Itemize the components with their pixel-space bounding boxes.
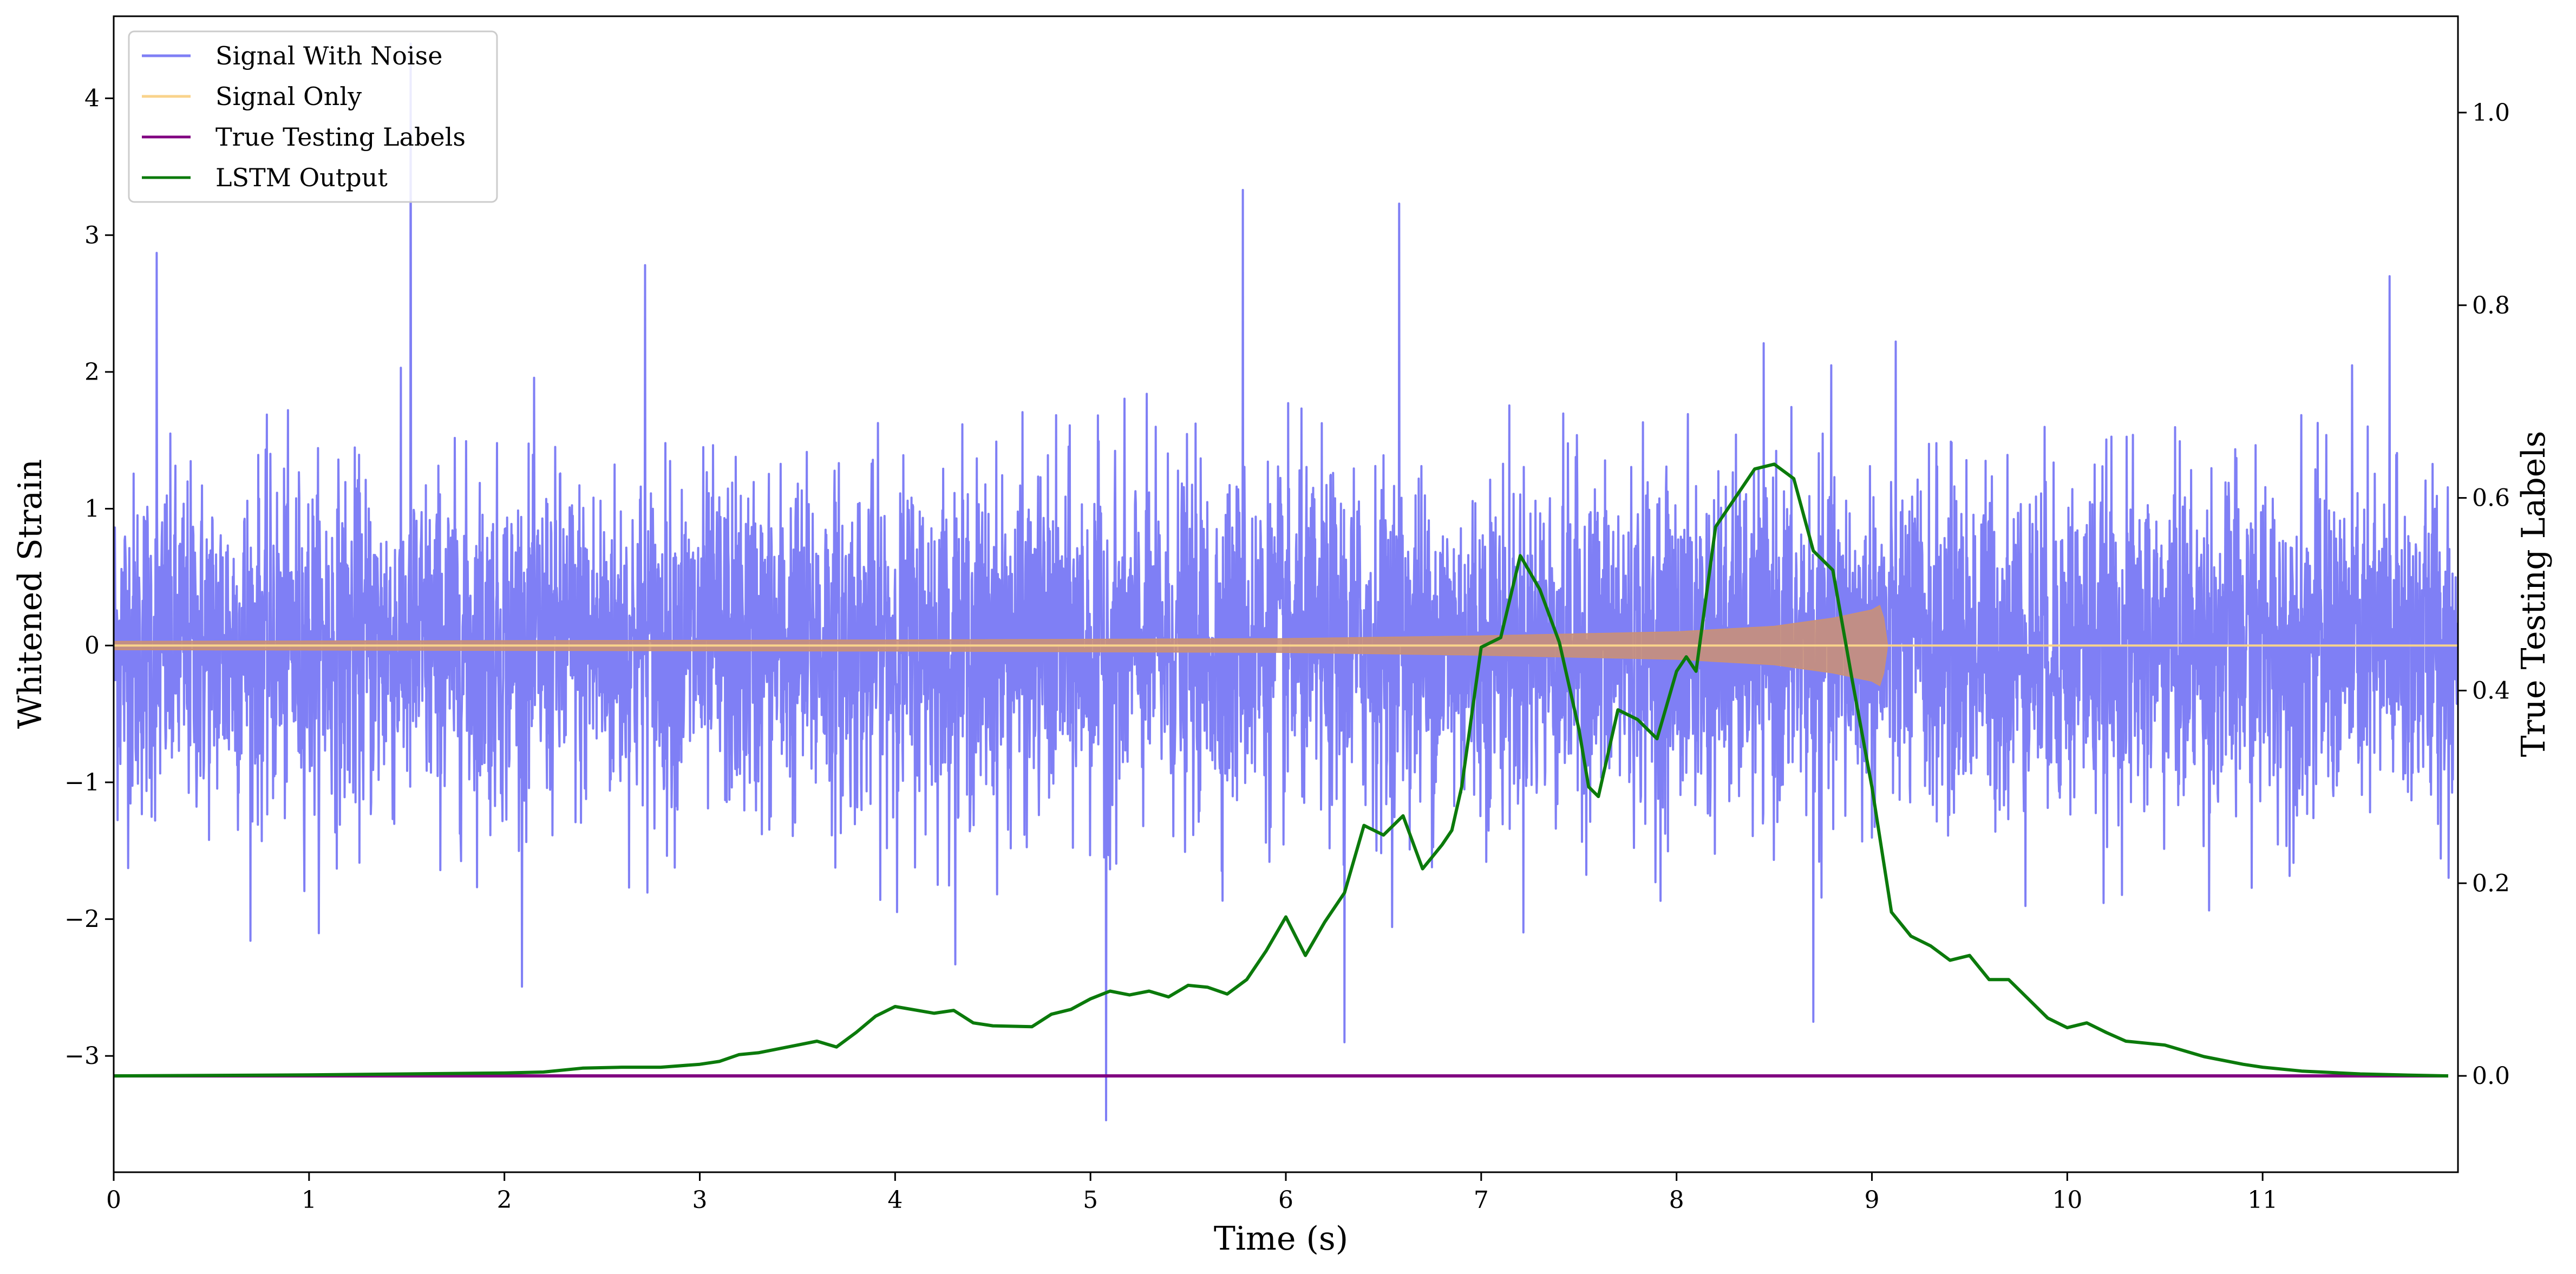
left-tick-label: 4 (84, 85, 100, 113)
left-tick-label: −1 (64, 769, 100, 796)
x-tick-label: 3 (692, 1186, 708, 1214)
left-tick-label: −3 (64, 1042, 100, 1070)
series-signal-with-noise (114, 42, 2458, 1121)
x-tick-label: 5 (1083, 1186, 1098, 1214)
series-lstm-output (114, 462, 2449, 1078)
right-tick-label: 1.0 (2472, 99, 2510, 127)
x-tick-label: 2 (497, 1186, 512, 1214)
x-axis-title: Time (s) (1214, 1220, 1348, 1258)
left-axis-ticks: −3 −2 −1 0 1 2 3 4 (64, 85, 114, 1070)
right-tick-label: 0.0 (2472, 1062, 2510, 1090)
right-axis-ticks: 0.0 0.2 0.4 0.6 0.8 1.0 (2458, 99, 2510, 1090)
right-tick-label: 0.6 (2472, 485, 2510, 512)
x-tick-label: 0 (106, 1186, 121, 1214)
x-tick-label: 8 (1669, 1186, 1684, 1214)
left-axis-title: Whitened Strain (11, 459, 49, 729)
x-tick-label: 6 (1278, 1186, 1293, 1214)
x-tick-label: 7 (1474, 1186, 1489, 1214)
x-tick-label: 9 (1865, 1186, 1880, 1214)
x-axis-ticks: 0 1 2 3 4 5 6 7 8 9 10 11 (106, 1172, 2278, 1214)
legend-label-lstm-output: LSTM Output (215, 163, 388, 192)
left-tick-label: 0 (84, 632, 100, 659)
legend-entry-signal-only: Signal Only (142, 82, 362, 111)
legend-entry-lstm-output: LSTM Output (142, 163, 388, 192)
x-tick-label: 4 (887, 1186, 903, 1214)
x-tick-label: 11 (2247, 1186, 2278, 1214)
legend-label-signal-with-noise: Signal With Noise (215, 41, 442, 70)
legend-label-true-testing-labels: True Testing Labels (215, 122, 466, 152)
right-axis-title: True Testing Labels (2515, 431, 2553, 757)
lstm-output-line (114, 462, 2449, 1078)
series-signal-only (114, 605, 2458, 687)
legend-box (128, 30, 498, 203)
right-tick-label: 0.4 (2472, 677, 2510, 704)
left-tick-label: −2 (64, 906, 100, 933)
right-tick-label: 0.8 (2472, 292, 2510, 319)
x-tick-label: 10 (2052, 1186, 2082, 1214)
left-tick-label: 1 (84, 495, 100, 523)
x-tick-label: 1 (302, 1186, 317, 1214)
legend-entry-signal-with-noise: Signal With Noise (142, 41, 442, 70)
left-tick-label: 3 (84, 221, 100, 249)
legend: Signal With Noise Signal Only True Testi… (128, 30, 498, 203)
signal-with-noise-line (114, 42, 2458, 1121)
left-tick-label: 2 (84, 358, 100, 386)
right-tick-label: 0.2 (2472, 870, 2510, 897)
legend-label-signal-only: Signal Only (215, 82, 362, 111)
legend-entry-true-testing-labels: True Testing Labels (142, 122, 466, 152)
